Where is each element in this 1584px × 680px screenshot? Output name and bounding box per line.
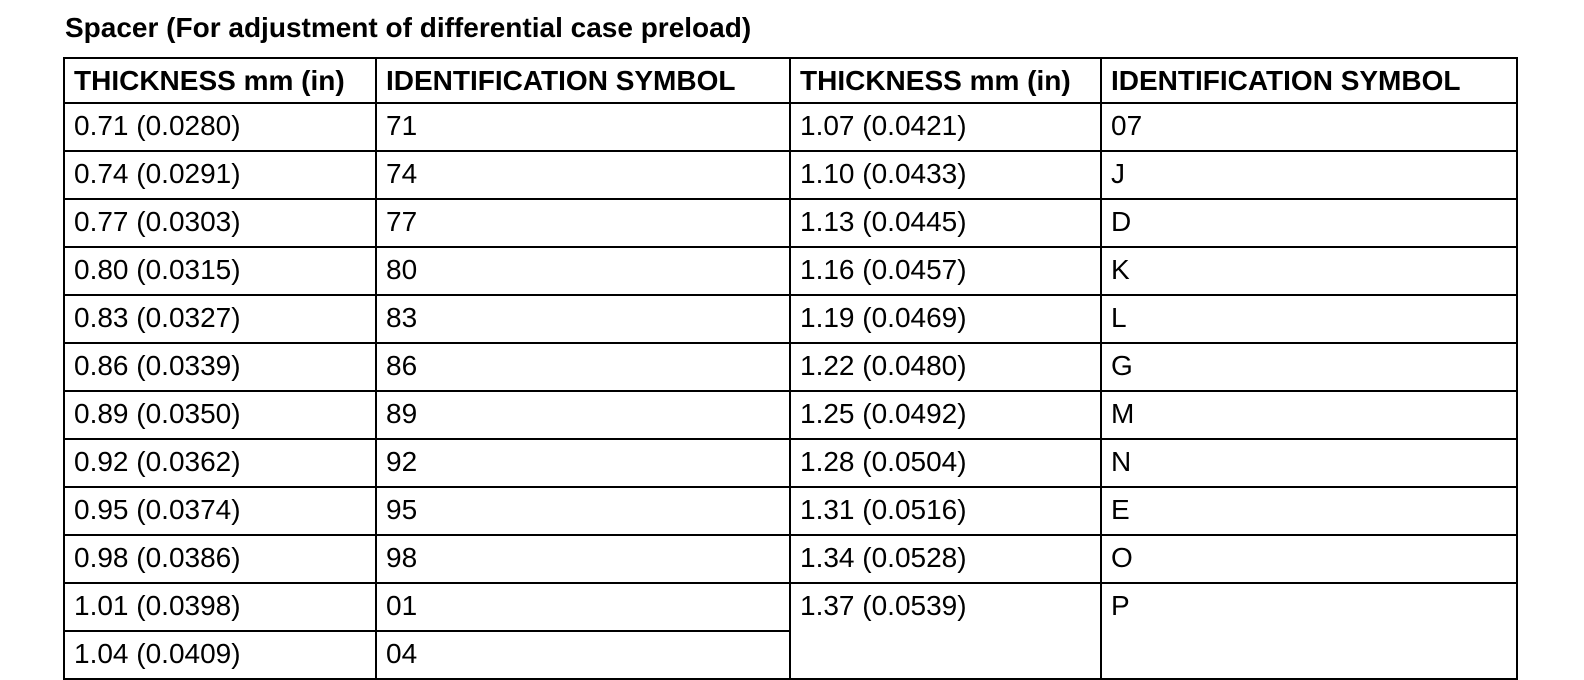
thickness-cell: 0.77 (0.0303) <box>63 198 377 248</box>
thickness-cell: 1.37 (0.0539) <box>789 582 1102 680</box>
symbol-cell: 86 <box>375 342 791 392</box>
page-title: Spacer (For adjustment of differential c… <box>65 12 752 43</box>
thickness-cell: 1.01 (0.0398) <box>63 582 377 632</box>
thickness-cell: 0.83 (0.0327) <box>63 294 377 344</box>
thickness-cell: 0.80 (0.0315) <box>63 246 377 296</box>
symbol-cell: K <box>1100 246 1518 296</box>
symbol-cell: 83 <box>375 294 791 344</box>
thickness-cell: 1.34 (0.0528) <box>789 534 1102 584</box>
symbol-cell: 77 <box>375 198 791 248</box>
table-header-row: THICKNESS mm (in) IDENTIFICATION SYMBOL … <box>63 57 1518 104</box>
thickness-cell: 1.16 (0.0457) <box>789 246 1102 296</box>
thickness-cell: 1.13 (0.0445) <box>789 198 1102 248</box>
symbol-cell: M <box>1100 390 1518 440</box>
symbol-cell: 04 <box>375 630 791 680</box>
thickness-cell: 1.19 (0.0469) <box>789 294 1102 344</box>
symbol-cell: 71 <box>375 102 791 152</box>
thickness-cell: 0.74 (0.0291) <box>63 150 377 200</box>
thickness-cell: 0.86 (0.0339) <box>63 342 377 392</box>
thickness-cell: 0.89 (0.0350) <box>63 390 377 440</box>
thickness-cell: 1.25 (0.0492) <box>789 390 1102 440</box>
symbol-cell: 74 <box>375 150 791 200</box>
thickness-cell: 0.98 (0.0386) <box>63 534 377 584</box>
table-row: 0.86 (0.0339) 86 1.22 (0.0480) G <box>63 342 1518 392</box>
thickness-cell: 0.95 (0.0374) <box>63 486 377 536</box>
table-row: 0.92 (0.0362) 92 1.28 (0.0504) N <box>63 438 1518 488</box>
thickness-cell: 0.92 (0.0362) <box>63 438 377 488</box>
table-row: 0.74 (0.0291) 74 1.10 (0.0433) J <box>63 150 1518 200</box>
header-thickness-left: THICKNESS mm (in) <box>63 57 377 104</box>
table-row: 1.01 (0.0398) 01 1.37 (0.0539) P <box>63 582 1518 680</box>
table-row: 0.89 (0.0350) 89 1.25 (0.0492) M <box>63 390 1518 440</box>
thickness-cell: 0.71 (0.0280) <box>63 102 377 152</box>
table-row: 0.95 (0.0374) 95 1.31 (0.0516) E <box>63 486 1518 536</box>
spacer-thickness-table: THICKNESS mm (in) IDENTIFICATION SYMBOL … <box>63 57 1518 680</box>
symbol-cell: L <box>1100 294 1518 344</box>
symbol-cell: O <box>1100 534 1518 584</box>
table-row: 0.98 (0.0386) 98 1.34 (0.0528) O <box>63 534 1518 584</box>
symbol-cell: 95 <box>375 486 791 536</box>
symbol-cell: 07 <box>1100 102 1518 152</box>
table-row: 0.83 (0.0327) 83 1.19 (0.0469) L <box>63 294 1518 344</box>
symbol-cell: 01 <box>375 582 791 632</box>
table-body: 0.71 (0.0280) 71 1.07 (0.0421) 07 0.74 (0.02… <box>63 102 1518 680</box>
thickness-cell: 1.22 (0.0480) <box>789 342 1102 392</box>
table-row: 0.77 (0.0303) 77 1.13 (0.0445) D <box>63 198 1518 248</box>
table-row: 1.04 (0.0409) 04 <box>63 630 1517 680</box>
header-symbol-left: IDENTIFICATION SYMBOL <box>375 57 791 104</box>
symbol-cell: D <box>1100 198 1518 248</box>
table-row: 0.71 (0.0280) 71 1.07 (0.0421) 07 <box>63 102 1518 152</box>
thickness-cell: 1.07 (0.0421) <box>789 102 1102 152</box>
symbol-cell: J <box>1100 150 1518 200</box>
symbol-cell: N <box>1100 438 1518 488</box>
thickness-cell: 1.31 (0.0516) <box>789 486 1102 536</box>
thickness-cell: 1.28 (0.0504) <box>789 438 1102 488</box>
thickness-cell: 1.04 (0.0409) <box>63 630 377 680</box>
symbol-cell: 80 <box>375 246 791 296</box>
symbol-cell: G <box>1100 342 1518 392</box>
thickness-cell: 1.10 (0.0433) <box>789 150 1102 200</box>
header-thickness-right: THICKNESS mm (in) <box>789 57 1102 104</box>
symbol-cell: 98 <box>375 534 791 584</box>
header-symbol-right: IDENTIFICATION SYMBOL <box>1100 57 1518 104</box>
symbol-cell: 92 <box>375 438 791 488</box>
table-row: 0.80 (0.0315) 80 1.16 (0.0457) K <box>63 246 1518 296</box>
symbol-cell: 89 <box>375 390 791 440</box>
symbol-cell: P <box>1100 582 1518 680</box>
symbol-cell: E <box>1100 486 1518 536</box>
